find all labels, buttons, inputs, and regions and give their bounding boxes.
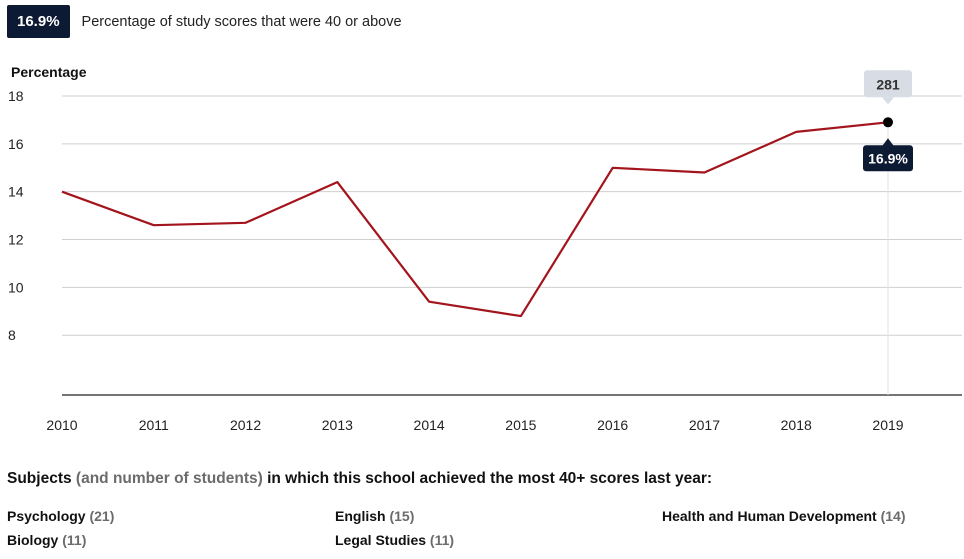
y-tick-label: 10 <box>8 279 24 295</box>
subject-count: (14) <box>880 508 906 524</box>
summary-header: 16.9% Percentage of study scores that we… <box>7 5 402 38</box>
subject-count: (11) <box>62 532 87 548</box>
value-label-pointer <box>882 138 894 147</box>
x-tick-label: 2010 <box>46 417 77 433</box>
subjects-heading: Subjects (and number of students) in whi… <box>7 470 712 488</box>
x-tick-label: 2015 <box>505 417 536 433</box>
subject-name: Health and Human Development <box>662 508 877 524</box>
x-tick-label: 2018 <box>781 417 812 433</box>
subject-item: Health and Human Development (14) <box>662 508 906 524</box>
subject-count: (21) <box>89 508 115 524</box>
subject-name: Psychology <box>7 508 86 524</box>
subjects-heading-part2: (and number of students) <box>75 470 263 487</box>
subject-count: (15) <box>389 508 415 524</box>
subject-item: Psychology (21) <box>7 508 114 524</box>
x-tick-label: 2013 <box>322 417 353 433</box>
summary-badge: 16.9% <box>7 5 70 38</box>
y-tick-label: 12 <box>8 232 24 248</box>
value-label-box <box>863 145 913 172</box>
subject-count: (11) <box>429 532 455 548</box>
value-label: 16.9% <box>868 150 908 166</box>
x-tick-label: 2017 <box>689 417 720 433</box>
series-line <box>61 121 889 318</box>
subject-item: Biology (11) <box>7 532 86 548</box>
x-tick-label: 2011 <box>139 417 169 433</box>
line-chart: Percentage 8 10 12 14 16 18 2010 2011 2012 2013 201… <box>8 64 962 433</box>
subject-item: English (15) <box>335 508 414 524</box>
tooltip-pointer <box>882 97 894 105</box>
y-tick-label: 14 <box>8 184 24 200</box>
y-tick-label: 8 <box>8 327 16 343</box>
y-axis-title: Percentage <box>11 64 87 80</box>
tooltip-label: 281 <box>876 76 900 92</box>
subject-name: Biology <box>7 532 59 548</box>
subjects-heading-part1: Subjects <box>7 470 72 487</box>
x-tick-label: 2014 <box>414 417 445 433</box>
subject-name: Legal Studies <box>335 532 427 548</box>
tooltip-box <box>864 70 912 98</box>
highlight-point <box>883 117 893 128</box>
y-tick-label: 18 <box>8 88 24 104</box>
x-tick-label: 2016 <box>597 417 628 433</box>
summary-label: Percentage of study scores that were 40 … <box>81 13 402 30</box>
x-tick-label: 2019 <box>872 417 903 433</box>
x-tick-label: 2012 <box>230 417 261 433</box>
subjects-heading-part3: in which this school achieved the most 4… <box>267 470 713 487</box>
y-tick-label: 16 <box>8 136 24 152</box>
subject-item: Legal Studies (11) <box>335 532 454 548</box>
subject-name: English <box>335 508 386 524</box>
